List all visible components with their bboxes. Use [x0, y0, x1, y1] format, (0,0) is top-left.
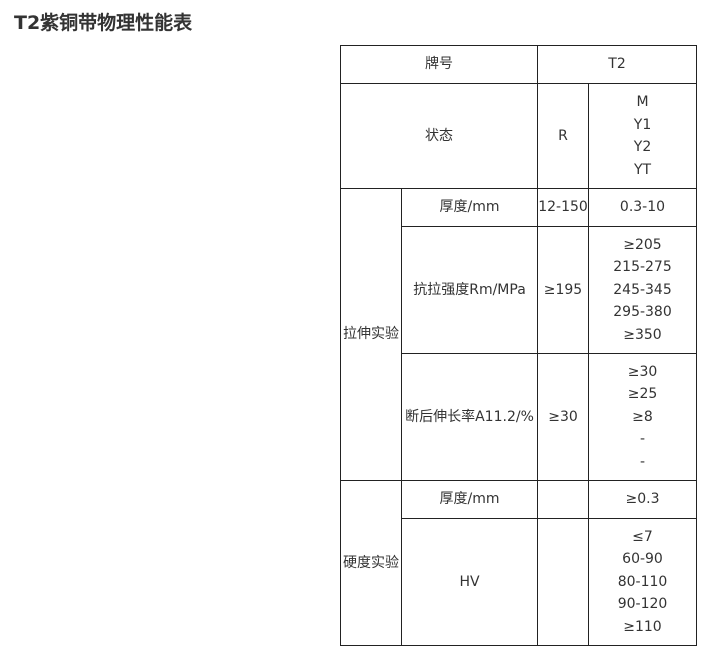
- hardness-group: 硬度实验: [340, 480, 402, 646]
- hardness-thickness-value: ≥0.3: [588, 480, 697, 519]
- elongation-label: 断后伸长率A11.2/%: [401, 353, 538, 481]
- value-line: ≥30: [627, 363, 658, 380]
- value-line: ≥110: [623, 618, 662, 635]
- elongation-values: ≥30 ≥25 ≥8 - -: [588, 353, 697, 481]
- value-line: ≥8: [632, 408, 653, 425]
- value-line: ≤7: [632, 528, 653, 545]
- grade-label: 牌号: [340, 45, 538, 84]
- value-line: YT: [633, 161, 652, 178]
- hardness-thickness-r: [537, 480, 589, 519]
- thickness-value: 0.3-10: [588, 188, 697, 227]
- page-title: T2紫铜带物理性能表: [14, 12, 193, 34]
- value-line: M: [636, 94, 649, 110]
- hv-label: HV: [401, 518, 538, 646]
- grade-value: T2: [537, 45, 697, 84]
- value-line: 245-345: [613, 281, 672, 298]
- value-line: ≥350: [623, 326, 662, 343]
- value-line: 80-110: [617, 573, 668, 590]
- value-line: 60-90: [622, 551, 663, 568]
- thickness-r: 12-150: [537, 188, 589, 227]
- strength-r: ≥195: [537, 226, 589, 354]
- value-line: ≥205: [623, 236, 662, 253]
- value-line: 215-275: [613, 259, 672, 276]
- hv-r: [537, 518, 589, 646]
- value-line: -: [639, 431, 646, 448]
- strength-label: 抗拉强度Rm/MPa: [401, 226, 538, 354]
- tensile-group: 拉伸实验: [340, 188, 402, 481]
- properties-table: 牌号 T2 状态 R M Y1 Y2 YT 拉伸实验 厚度/mm 12-150 0.3…: [340, 45, 697, 646]
- value-line: 295-380: [613, 304, 672, 321]
- value-line: -: [639, 453, 646, 470]
- value-line: Y1: [633, 116, 652, 133]
- hv-values: ≤7 60-90 80-110 90-120 ≥110: [588, 518, 697, 646]
- value-line: Y2: [633, 139, 652, 155]
- state-label: 状态: [340, 83, 538, 189]
- value-line: 90-120: [617, 596, 668, 613]
- thickness-label: 厚度/mm: [401, 188, 538, 227]
- hardness-thickness-label: 厚度/mm: [401, 480, 538, 519]
- value-line: ≥25: [627, 386, 658, 403]
- state-r: R: [537, 83, 589, 189]
- strength-values: ≥205 215-275 245-345 295-380 ≥350: [588, 226, 697, 354]
- state-values: M Y1 Y2 YT: [588, 83, 697, 189]
- elongation-r: ≥30: [537, 353, 589, 481]
